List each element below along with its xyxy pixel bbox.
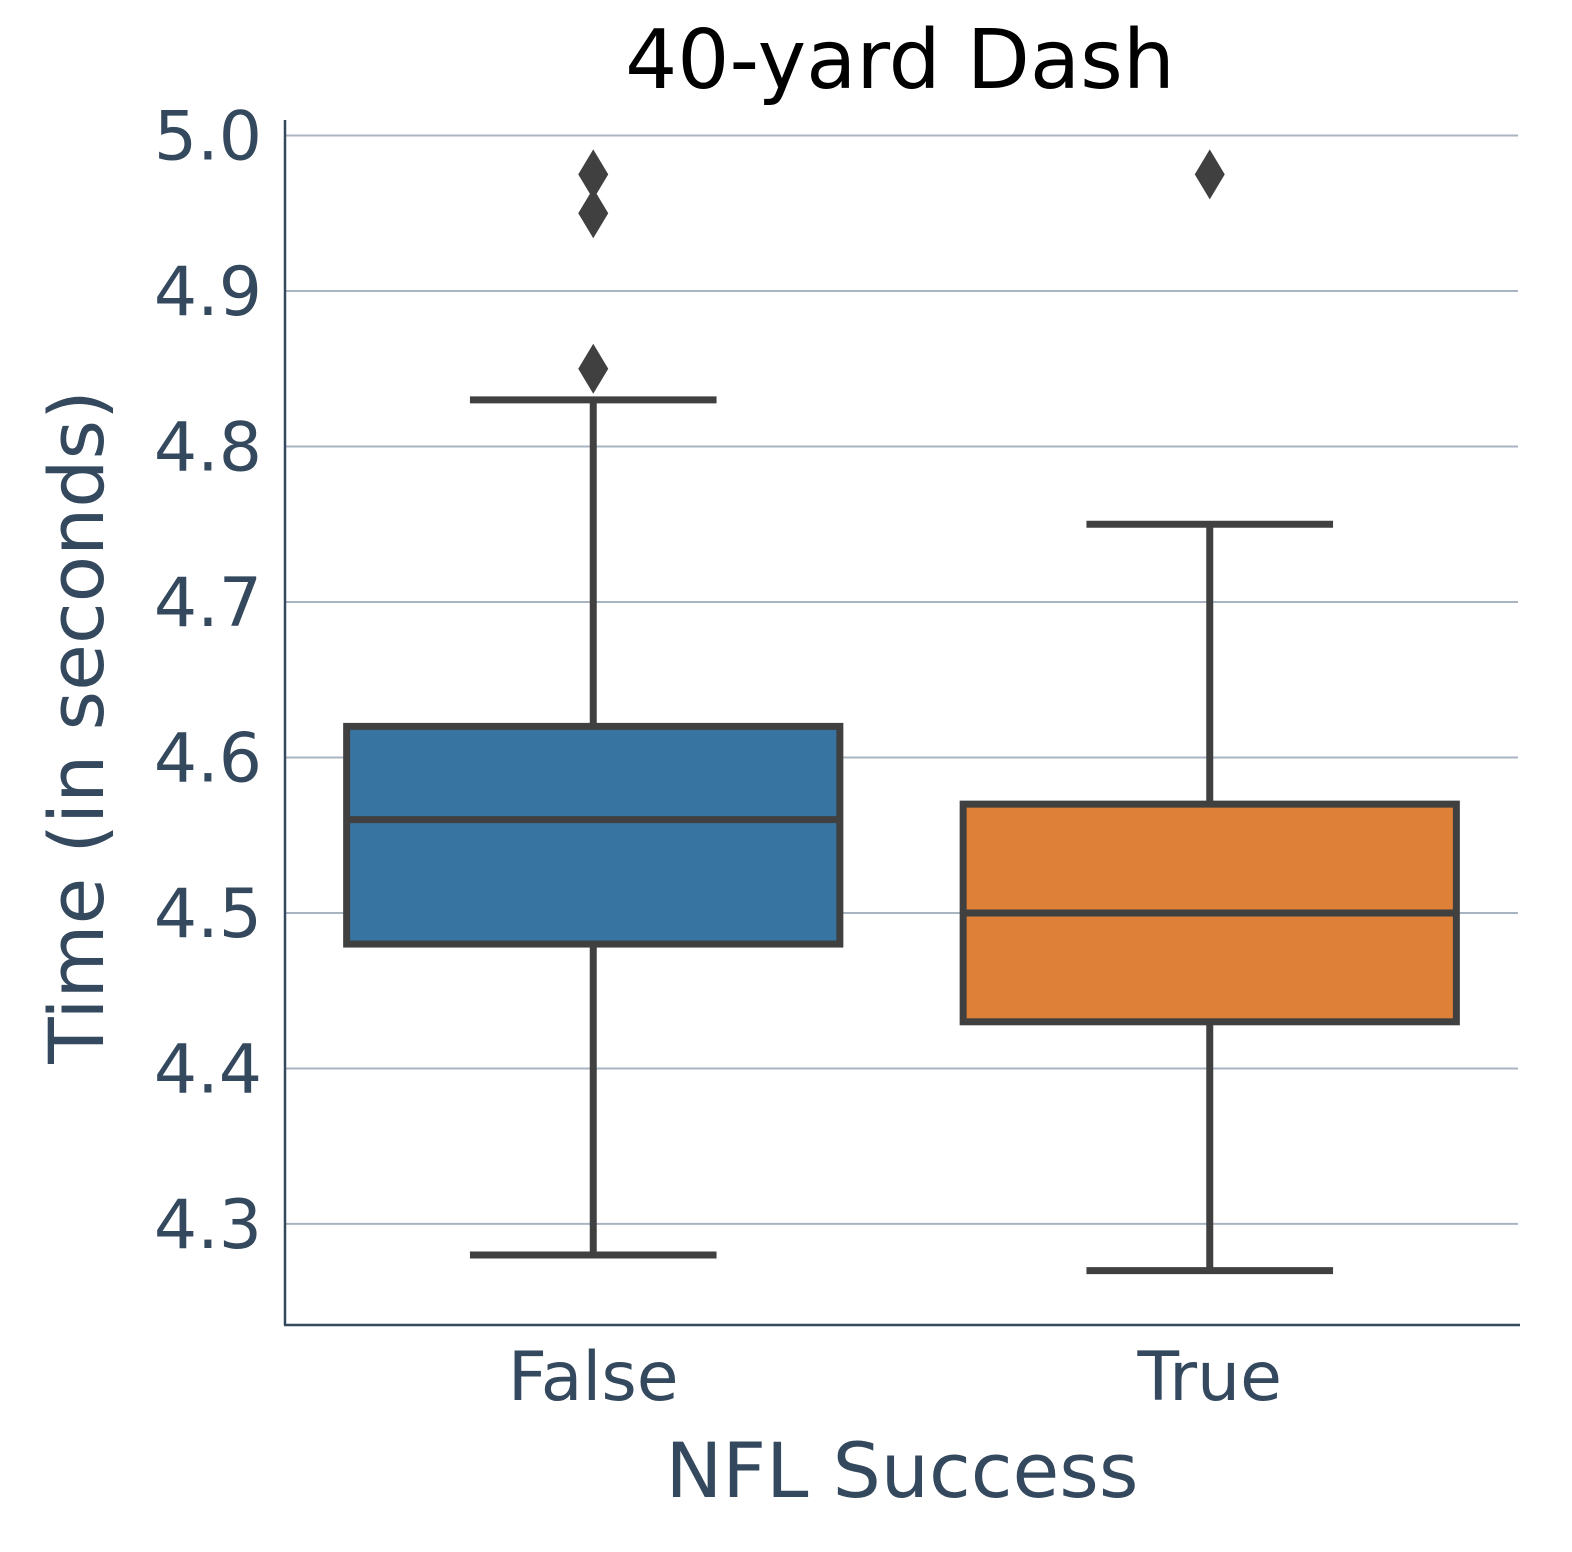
outlier-point: [578, 188, 609, 239]
y-tick-label: 4.7: [154, 564, 262, 643]
boxes: [343, 149, 1460, 1275]
y-tick-label: 4.9: [154, 253, 262, 332]
outlier-point: [578, 343, 609, 394]
box-true: [959, 149, 1460, 1275]
y-axis-label: Time (in seconds): [32, 390, 121, 1065]
y-tick-labels: 4.3 4.4 4.5 4.6 4.7 4.8 4.9 5.0: [154, 98, 262, 1265]
chart-title: 40-yard Dash: [625, 13, 1175, 108]
box-false: [343, 149, 844, 1259]
x-tick-label: True: [1137, 1338, 1282, 1417]
y-tick-label: 4.6: [154, 719, 262, 798]
outlier-point: [578, 149, 609, 200]
x-axis-label: NFL Success: [666, 1426, 1139, 1515]
y-tick-label: 4.3: [154, 1186, 262, 1265]
x-tick-label: False: [508, 1338, 679, 1417]
y-tick-label: 4.5: [154, 875, 262, 954]
y-tick-label: 4.4: [154, 1030, 262, 1109]
grid-lines: [285, 134, 1518, 1225]
iqr-box: [343, 722, 844, 948]
x-tick-labels: False True: [508, 1338, 1282, 1417]
y-tick-label: 5.0: [154, 98, 262, 177]
y-tick-label: 4.8: [154, 409, 262, 488]
outlier-point: [1194, 149, 1225, 200]
